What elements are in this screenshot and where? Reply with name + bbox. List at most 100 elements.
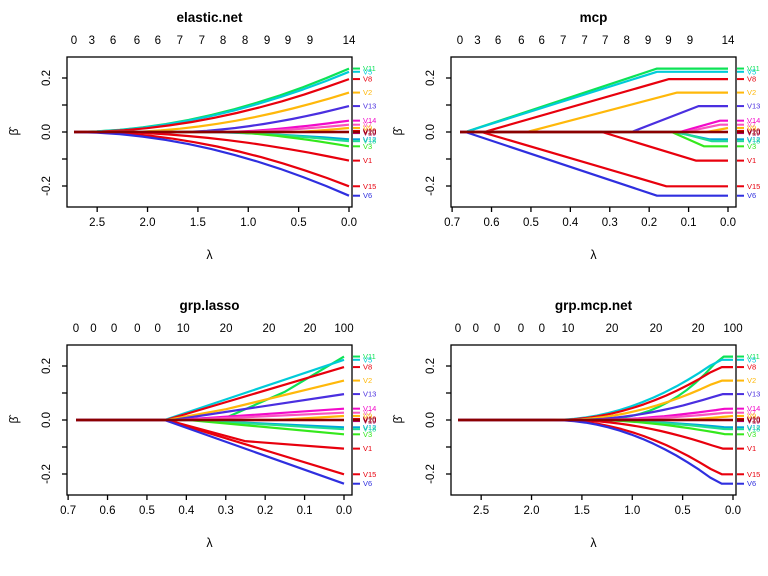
y-tick-label: 0.0 bbox=[41, 124, 53, 140]
x-tick-label: 2.0 bbox=[524, 505, 540, 517]
top-axis-label: 20 bbox=[220, 323, 233, 335]
x-axis-title: λ bbox=[590, 536, 597, 550]
var-label-V8: V8 bbox=[747, 75, 756, 84]
top-axis-label: 100 bbox=[723, 323, 742, 335]
panel-grp-lasso: grp.lasso 0 0 0 0 0 10 20 20 20 100 0.2 0.0 -0.2 β̂ 0.7… bbox=[0, 288, 384, 576]
top-axis-label: 3 bbox=[89, 35, 95, 47]
y-axis-title: β̂ bbox=[391, 415, 405, 424]
var-label-V20: V20 bbox=[363, 416, 376, 425]
top-axis-label: 0 bbox=[111, 323, 117, 335]
var-label-V2: V2 bbox=[363, 376, 372, 385]
top-axis-label: 6 bbox=[495, 35, 501, 47]
top-axis-label: 0 bbox=[457, 35, 463, 47]
y-axis-title: β̂ bbox=[391, 127, 405, 136]
var-label-V12: V12 bbox=[747, 423, 760, 432]
var-label-V19: V19 bbox=[363, 417, 376, 426]
var-label-V5: V5 bbox=[747, 67, 756, 76]
panel-title: grp.mcp.net bbox=[555, 298, 633, 313]
top-axis-label: 7 bbox=[560, 35, 566, 47]
var-label-V10: V10 bbox=[747, 126, 760, 135]
x-tick-label: 0.4 bbox=[562, 217, 579, 229]
top-axis-label: 7 bbox=[602, 35, 608, 47]
var-label-V7: V7 bbox=[747, 120, 756, 129]
var-label-V20: V20 bbox=[363, 128, 376, 137]
x-tick-label: 0.3 bbox=[602, 217, 618, 229]
top-axis-label: 9 bbox=[307, 35, 313, 47]
top-axis-label: 9 bbox=[264, 35, 270, 47]
y-tick-label: 0.0 bbox=[425, 412, 437, 428]
var-label-V14: V14 bbox=[747, 116, 760, 125]
y-tick-label: -0.2 bbox=[425, 464, 437, 484]
var-label-V10: V10 bbox=[363, 414, 376, 423]
top-axis-label: 9 bbox=[285, 35, 291, 47]
top-axis-label: 9 bbox=[645, 35, 651, 47]
x-tick-label: 0.0 bbox=[341, 217, 357, 229]
x-tick-label: 2.5 bbox=[473, 505, 489, 517]
panel-title: elastic.net bbox=[176, 10, 243, 25]
top-axis-label: 0 bbox=[494, 323, 500, 335]
top-axis-label: 14 bbox=[722, 35, 735, 47]
top-axis-label: 0 bbox=[455, 323, 461, 335]
x-tick-label: 0.1 bbox=[297, 505, 313, 517]
var-label-V9: V9 bbox=[363, 123, 372, 132]
var-label-V6: V6 bbox=[363, 191, 372, 200]
series-line-V8 bbox=[460, 77, 728, 134]
var-label-V5: V5 bbox=[747, 355, 756, 364]
series-line-V5 bbox=[458, 358, 733, 422]
x-axis-title: λ bbox=[206, 536, 213, 550]
top-axis-label: 7 bbox=[177, 35, 183, 47]
top-axis-label: 8 bbox=[623, 35, 629, 47]
top-axis-label: 7 bbox=[199, 35, 205, 47]
top-axis-label: 10 bbox=[562, 323, 575, 335]
var-label-V13: V13 bbox=[363, 102, 376, 111]
y-tick-label: 0.2 bbox=[425, 358, 437, 374]
var-label-V2: V2 bbox=[747, 376, 756, 385]
var-label-V18: V18 bbox=[363, 425, 376, 434]
y-tick-label: 0.2 bbox=[425, 70, 437, 86]
var-label-V1: V1 bbox=[363, 156, 372, 165]
var-label-V1: V1 bbox=[747, 444, 756, 453]
series-line-V6 bbox=[73, 130, 350, 197]
panel-title: grp.lasso bbox=[179, 298, 239, 313]
top-axis-label: 9 bbox=[687, 35, 693, 47]
var-label-V14: V14 bbox=[747, 404, 760, 413]
top-axis-label: 6 bbox=[155, 35, 161, 47]
var-label-V13: V13 bbox=[363, 390, 376, 399]
series-line-V11 bbox=[458, 355, 733, 422]
var-label-V3: V3 bbox=[747, 142, 756, 151]
chart-svg-mcp: mcp 0 3 6 6 6 7 7 7 8 9 9 9 14 0.2 0.0 -0.2 β̂ 0.7 0.6 0.5 0.… bbox=[391, 10, 760, 262]
var-label-V11: V11 bbox=[747, 352, 760, 361]
var-label-V2: V2 bbox=[747, 88, 756, 97]
var-label-V8: V8 bbox=[363, 75, 372, 84]
x-tick-label: 1.0 bbox=[240, 217, 256, 229]
x-tick-label: 0.5 bbox=[675, 505, 691, 517]
var-label-V12: V12 bbox=[363, 135, 376, 144]
var-label-V5: V5 bbox=[363, 67, 372, 76]
x-axis-title: λ bbox=[590, 248, 597, 262]
var-label-V20: V20 bbox=[747, 128, 760, 137]
x-tick-label: 0.2 bbox=[257, 505, 273, 517]
var-label-V8: V8 bbox=[747, 363, 756, 372]
var-label-V2: V2 bbox=[363, 88, 372, 97]
var-label-V3: V3 bbox=[747, 430, 756, 439]
top-axis-label: 0 bbox=[473, 323, 479, 335]
x-tick-label: 0.3 bbox=[218, 505, 234, 517]
top-axis-label: 0 bbox=[90, 323, 96, 335]
series-line-V1 bbox=[460, 130, 728, 162]
x-tick-label: 0.4 bbox=[178, 505, 195, 517]
var-label-V12: V12 bbox=[747, 135, 760, 144]
x-tick-label: 0.5 bbox=[139, 505, 155, 517]
var-label-V9: V9 bbox=[747, 411, 756, 420]
var-label-V18: V18 bbox=[747, 425, 760, 434]
var-label-V6: V6 bbox=[363, 479, 372, 488]
x-tick-label: 0.6 bbox=[484, 217, 500, 229]
var-label-V13: V13 bbox=[747, 102, 760, 111]
top-axis-label: 0 bbox=[134, 323, 140, 335]
var-label-V9: V9 bbox=[363, 411, 372, 420]
var-label-V18: V18 bbox=[747, 137, 760, 146]
x-tick-label: 2.5 bbox=[89, 217, 105, 229]
y-tick-label: -0.2 bbox=[41, 464, 53, 484]
top-axis-label: 7 bbox=[581, 35, 587, 47]
var-label-V18: V18 bbox=[363, 137, 376, 146]
